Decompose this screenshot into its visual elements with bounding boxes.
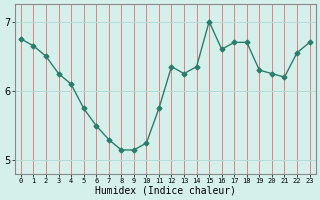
X-axis label: Humidex (Indice chaleur): Humidex (Indice chaleur) <box>95 186 236 196</box>
